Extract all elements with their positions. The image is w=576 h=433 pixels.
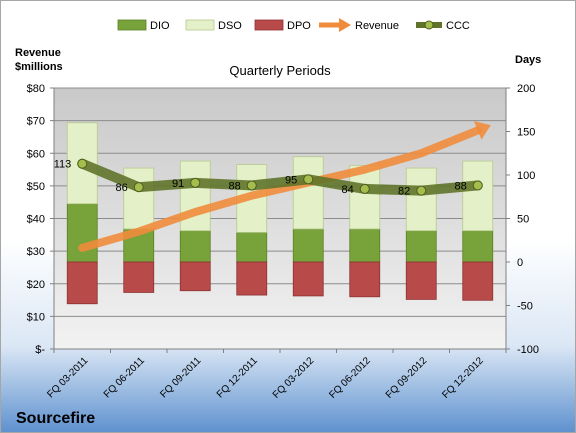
bar-dpo bbox=[66, 261, 98, 305]
x-tick-label: FQ 09-2012 bbox=[384, 355, 430, 401]
bar-dio bbox=[349, 228, 381, 263]
ccc-series: 113 86 91 88 95 84 82 88 bbox=[54, 158, 483, 198]
legend-label-revenue: Revenue bbox=[355, 20, 399, 32]
right-tick-label: 100 bbox=[517, 170, 535, 182]
bar-dio bbox=[462, 230, 494, 263]
left-tick-label: $70 bbox=[27, 116, 45, 128]
right-tick-label: 200 bbox=[517, 83, 535, 95]
right-tick-label: -50 bbox=[517, 301, 533, 313]
bar-dio bbox=[405, 230, 437, 263]
left-tick-label: $10 bbox=[27, 311, 45, 323]
left-tick-label: $20 bbox=[27, 279, 45, 291]
ccc-data-label: 88 bbox=[229, 180, 241, 192]
right-tick-label: 50 bbox=[517, 214, 529, 226]
legend-swatch-ccc-marker bbox=[424, 20, 434, 30]
ccc-point bbox=[133, 182, 144, 193]
ccc-data-label: 82 bbox=[398, 186, 410, 198]
legend-label-dio: DIO bbox=[150, 20, 170, 32]
bar-dio bbox=[179, 230, 211, 263]
ccc-point bbox=[77, 158, 88, 169]
x-tick-label: FQ 03-2012 bbox=[271, 355, 317, 401]
ccc-data-label: 88 bbox=[455, 180, 467, 192]
x-tick-label: FQ 06-2012 bbox=[327, 355, 373, 401]
bar-dso bbox=[179, 160, 211, 232]
right-tick-label: 0 bbox=[517, 257, 523, 269]
x-tick-label: FQ 03-2011 bbox=[45, 355, 90, 400]
revenue-line bbox=[78, 126, 482, 252]
ccc-data-label: 84 bbox=[342, 184, 354, 196]
bars-group bbox=[66, 122, 494, 305]
bar-dio bbox=[292, 228, 324, 263]
bar-dpo bbox=[405, 261, 437, 300]
legend-swatch-dpo bbox=[254, 19, 284, 31]
ccc-data-label: 113 bbox=[54, 159, 72, 171]
bar-dso bbox=[462, 160, 494, 232]
legend-swatch-dio bbox=[117, 19, 147, 31]
legend: DIO DSO DPO Revenue CCC bbox=[117, 18, 470, 32]
left-axis-title-line1: Revenue bbox=[15, 47, 61, 59]
revenue-arrowhead bbox=[474, 121, 491, 140]
ccc-point bbox=[359, 183, 370, 194]
bar-dpo bbox=[123, 261, 155, 293]
ccc-data-label: 86 bbox=[116, 182, 128, 194]
left-tick-label: $- bbox=[35, 344, 45, 356]
legend-swatch-revenue-head bbox=[339, 18, 351, 32]
legend-swatch-dso bbox=[185, 19, 215, 31]
bar-dso bbox=[123, 167, 155, 230]
bar-dpo bbox=[179, 261, 211, 292]
bar-dso bbox=[292, 156, 324, 230]
bar-dio bbox=[66, 203, 98, 263]
legend-label-dso: DSO bbox=[218, 20, 242, 32]
x-tick-label: FQ 09-2011 bbox=[158, 355, 203, 400]
chart-title: Quarterly Periods bbox=[229, 63, 331, 78]
company-name: Sourcefire bbox=[16, 410, 95, 427]
ccc-point bbox=[472, 180, 483, 191]
ccc-point bbox=[416, 185, 427, 196]
ccc-data-label: 91 bbox=[172, 178, 184, 190]
left-axis-title-line2: $millions bbox=[15, 61, 63, 73]
legend-label-dpo: DPO bbox=[287, 20, 311, 32]
left-tick-label: $60 bbox=[27, 148, 45, 160]
ccc-point bbox=[190, 177, 201, 188]
left-tick-label: $30 bbox=[27, 246, 45, 258]
revenue-series bbox=[78, 121, 491, 252]
bar-dso bbox=[349, 165, 381, 230]
bar-dio bbox=[236, 232, 268, 263]
bar-dpo bbox=[349, 261, 381, 298]
ccc-point bbox=[246, 180, 257, 191]
bar-dso bbox=[405, 167, 437, 232]
right-tick-label: 150 bbox=[517, 127, 535, 139]
bar-dpo bbox=[462, 261, 494, 301]
left-tick-label: $40 bbox=[27, 214, 45, 226]
x-tick-label: FQ 06-2011 bbox=[102, 355, 147, 400]
ccc-data-label: 95 bbox=[285, 174, 297, 186]
x-tick-label: FQ 12-2012 bbox=[440, 355, 486, 401]
bar-dpo bbox=[292, 261, 324, 297]
x-tick-label: FQ 12-2011 bbox=[215, 355, 260, 400]
bar-dpo bbox=[236, 261, 268, 296]
ccc-point bbox=[303, 174, 314, 185]
left-tick-label: $50 bbox=[27, 181, 45, 193]
right-tick-label: -100 bbox=[517, 344, 539, 356]
ccc-line bbox=[77, 158, 483, 196]
right-axis-title: Days bbox=[515, 54, 541, 66]
legend-label-ccc: CCC bbox=[446, 20, 470, 32]
left-tick-label: $80 bbox=[27, 83, 45, 95]
